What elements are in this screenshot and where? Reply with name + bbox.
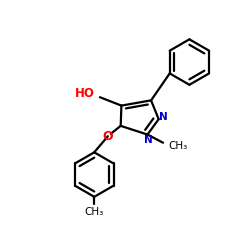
Text: N: N (159, 112, 168, 122)
Text: CH₃: CH₃ (168, 141, 188, 151)
Text: O: O (102, 130, 113, 143)
Text: CH₃: CH₃ (84, 208, 104, 218)
Text: HO: HO (75, 88, 95, 101)
Text: N: N (144, 135, 153, 145)
